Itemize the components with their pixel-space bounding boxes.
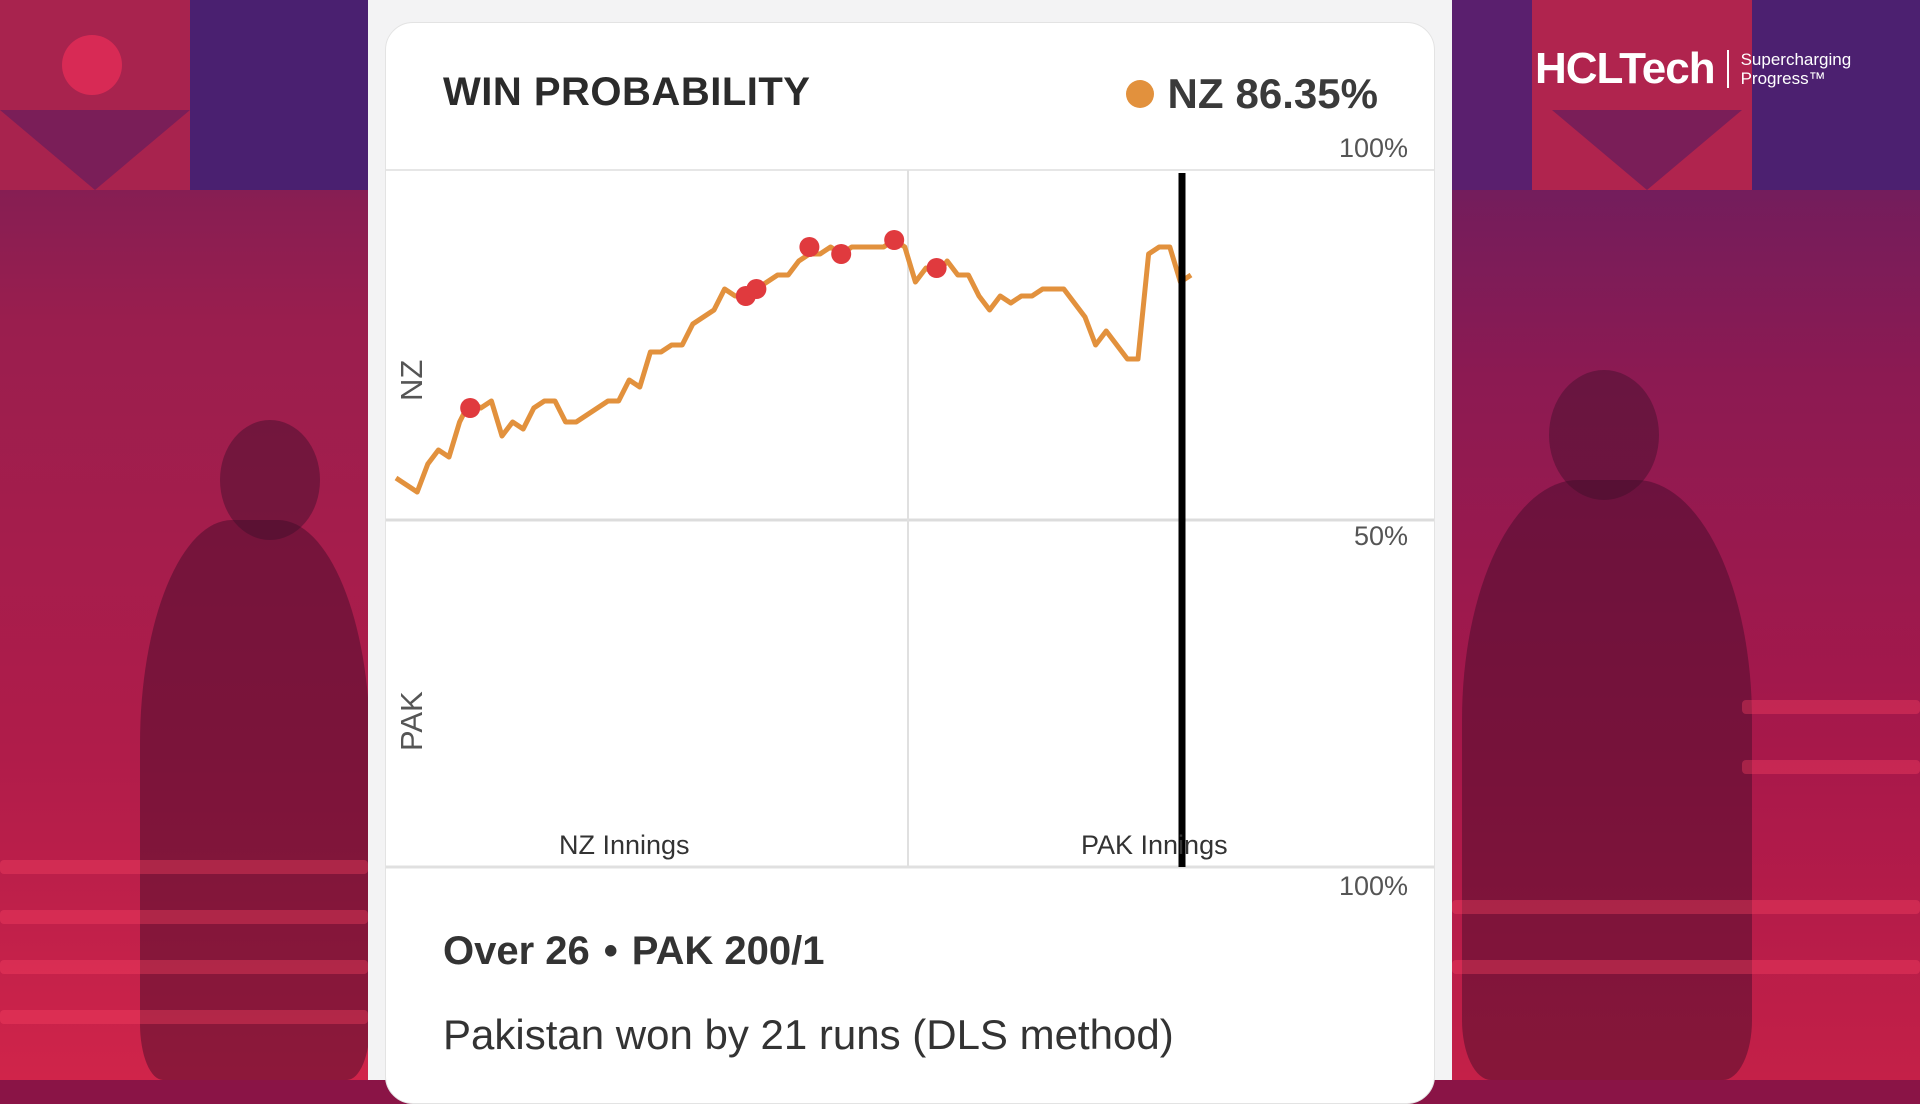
background-flag-block	[190, 0, 368, 190]
card-backdrop: WIN PROBABILITY NZ 86.35% 100% 50% 100% …	[368, 0, 1452, 1104]
wicket-marker	[460, 398, 481, 418]
stadium-row	[1452, 960, 1920, 974]
wicket-marker	[746, 279, 767, 299]
stadium-row	[0, 910, 368, 924]
innings-label-nz: NZ Innings	[559, 830, 690, 860]
player-silhouette	[140, 520, 368, 1080]
background-left-panel	[0, 0, 368, 1080]
stadium-row	[0, 860, 368, 874]
background-right-panel	[1452, 0, 1920, 1080]
wicket-marker	[926, 258, 947, 278]
stadium-row	[1742, 700, 1920, 714]
team-label-nz: NZ	[394, 359, 429, 401]
separator-dot: •	[603, 929, 618, 973]
win-probability-card: WIN PROBABILITY NZ 86.35% 100% 50% 100% …	[385, 22, 1435, 1104]
background-chevron	[1552, 110, 1742, 190]
logo-wordmark: HCLTech	[1535, 44, 1716, 93]
card-title: WIN PROBABILITY	[443, 70, 811, 114]
logo-tagline: Supercharging Progress™	[1740, 50, 1852, 88]
stadium-row	[0, 960, 368, 974]
match-result: Pakistan won by 21 runs (DLS method)	[443, 1011, 1174, 1058]
stadium-row	[1742, 760, 1920, 774]
team-label-pak: PAK	[394, 691, 429, 751]
logo-divider	[1726, 50, 1729, 88]
win-probability-chart	[386, 169, 1434, 869]
background-flag-block	[1752, 0, 1920, 190]
player-silhouette-head	[1549, 370, 1659, 500]
y-label-top: 100%	[1339, 133, 1409, 163]
player-silhouette	[1462, 480, 1752, 1080]
current-over-summary: Over 26 • PAK 200/1	[443, 929, 825, 974]
current-probability: NZ 86.35%	[1125, 70, 1378, 118]
current-probability-value: 86.35%	[1235, 70, 1378, 117]
background-flag-emblem	[62, 35, 122, 95]
background-flag-block	[1452, 0, 1532, 190]
win-probability-line	[394, 237, 1193, 495]
stadium-row	[0, 1010, 368, 1024]
wicket-marker	[799, 237, 820, 257]
team-color-dot	[1125, 80, 1154, 108]
team-score: PAK 200/1	[631, 929, 825, 973]
y-label-bottom: 100%	[1339, 871, 1409, 901]
stadium-row	[1452, 900, 1920, 914]
hcltech-logo: HCLTech Supercharging Progress™	[1535, 44, 1851, 94]
y-label-middle: 50%	[1354, 521, 1409, 551]
over-number: Over 26	[443, 929, 590, 973]
innings-label-pak: PAK Innings	[1081, 830, 1228, 860]
wicket-marker	[831, 244, 852, 264]
current-team: NZ	[1167, 70, 1224, 117]
player-silhouette-head	[220, 420, 320, 540]
wicket-markers	[460, 230, 947, 418]
background-chevron	[0, 110, 190, 190]
wicket-marker	[884, 230, 905, 250]
